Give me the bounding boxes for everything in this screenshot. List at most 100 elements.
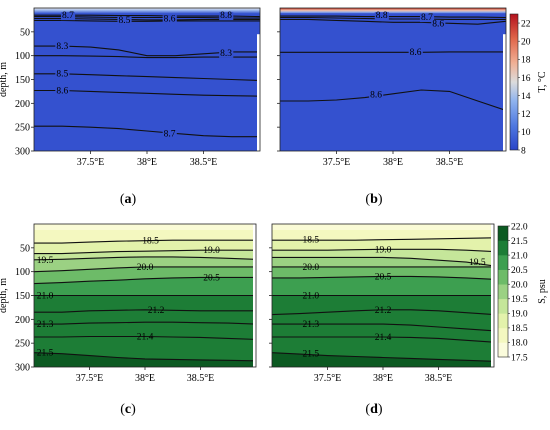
contour-label: 8.3 [220, 49, 232, 59]
contour-label: 8.5 [118, 16, 130, 26]
plot-area [34, 224, 256, 367]
salinity-band [34, 352, 256, 367]
colorbar-segment [498, 313, 508, 329]
contour-line [272, 248, 494, 253]
contour-line [272, 323, 494, 332]
salinity-band [272, 295, 494, 315]
salinity-band [34, 309, 256, 325]
contour-label: 8.6 [370, 90, 382, 100]
plot-area [280, 8, 506, 151]
contour-line [272, 309, 494, 316]
colorbar-label: S, psu [537, 279, 548, 303]
panel-a: 8.7 8.5 8.6 8.8 8.3 8.3 8.5 8.6 8.7 37.5°E 38°E 38.… [0, 7, 261, 207]
y-tick-label: 250 [15, 123, 30, 134]
field-background [280, 8, 506, 151]
contour-label-bg [55, 87, 70, 96]
colorbar-tick-label: 8 [521, 146, 526, 156]
colorbar: 17.5 18.0 18.5 19.0 19.5 20.0 20.5 21.0 21.5 22.0… [497, 222, 548, 363]
contour-label-bg [55, 43, 70, 52]
contour-label: 20.5 [375, 272, 392, 282]
colorbar-segment [498, 240, 508, 256]
contour-label: 21.5 [37, 349, 54, 359]
salinity-band [34, 322, 256, 340]
salinity-band [272, 324, 494, 343]
data-gap [257, 34, 260, 151]
contour-label: 19.5 [37, 256, 54, 266]
x-tick-label: 38°E [135, 373, 155, 384]
salinity-band [272, 352, 494, 367]
colorbar-tick-label: 12 [521, 110, 531, 120]
contour-line [272, 256, 494, 267]
y-axis-label: depth, m [0, 62, 9, 97]
surface-layer [272, 224, 494, 230]
contour-label: 8.7 [421, 13, 433, 23]
contour-label-bg [219, 49, 234, 58]
colorbar-scale [509, 13, 519, 151]
contour-label: 20.5 [203, 273, 220, 283]
x-tick-label: 37.5°E [76, 373, 104, 384]
salinity-band [272, 249, 494, 266]
salinity-band [272, 309, 494, 331]
contour-line [34, 276, 256, 285]
contour-label: 19.0 [203, 246, 220, 256]
contour-label: 8.5 [56, 69, 68, 79]
colorbar-tick-label: 19.0 [511, 310, 528, 320]
contour-label-bg [219, 12, 234, 21]
panel-c: 18.5 19.0 19.5 20.0 20.5 21.0 21.2 21.3 21.4 21.5… [0, 223, 257, 417]
salinity-band [272, 266, 494, 280]
contour-line [34, 335, 256, 340]
data-gap [491, 224, 494, 367]
contour-line [272, 352, 494, 362]
panel-letter: d [370, 402, 378, 417]
x-tick-label: 38°E [383, 157, 403, 168]
contour-label: 19.0 [375, 245, 392, 255]
colorbar-tick-label: 20 [521, 38, 531, 48]
contour-label: 8.6 [164, 14, 176, 24]
x-tick-label: 37.5°E [77, 157, 105, 168]
contour-line [34, 125, 260, 138]
panel-letter: b [370, 192, 378, 207]
contour-label: 18.5 [142, 237, 159, 247]
salinity-band [272, 237, 494, 252]
contour-label: 8.3 [56, 42, 68, 52]
contour-label-bg [374, 12, 389, 21]
colorbar-tick-label: 19.5 [511, 295, 528, 305]
contour-label: 20.0 [137, 263, 154, 273]
contour-label: 19.5 [469, 258, 486, 268]
salinity-band [34, 277, 256, 296]
contour-line [34, 256, 256, 261]
panel-b: 8.8 8.78.68.68.637.5°E 38°E 38.5°E810121416… [277, 7, 548, 207]
x-tick-label: 38°E [373, 373, 393, 384]
contour-label-bg [162, 130, 177, 139]
x-tick-label: 38.5°E [190, 157, 218, 168]
contour-label: 8.6 [410, 48, 422, 58]
contour-label: 8.7 [164, 129, 176, 139]
contour-label: 21.0 [37, 292, 54, 302]
contour-line [272, 336, 494, 343]
y-axis-label: depth, m [0, 278, 9, 313]
x-tick-label: 38.5°E [436, 157, 464, 168]
contour-line [280, 16, 506, 20]
colorbar-segment [498, 342, 508, 358]
colorbar-segment [498, 255, 508, 270]
contour-label: 8.7 [62, 11, 74, 21]
contour-label-bg [162, 15, 177, 24]
panel-d: 18.5 19.0 19.5 20.0 20.5 21.0 21.2 21.3 21.4 21.5… [269, 222, 548, 417]
surface-warm-layer [34, 8, 260, 14]
colorbar-tick-label: 14 [521, 92, 531, 102]
contour-line [34, 89, 260, 97]
contour-label: 21.2 [375, 306, 392, 316]
plot-area [34, 8, 260, 151]
contour-label: 21.4 [375, 333, 392, 343]
contour-label: 21.3 [303, 320, 320, 330]
surface-layer [34, 224, 256, 230]
salinity-band [34, 295, 256, 313]
colorbar-segment [498, 327, 508, 343]
salinity-band [34, 256, 256, 272]
contour-label: 21.4 [137, 332, 154, 342]
y-tick-label: 50 [20, 243, 30, 254]
contour-label: 8.6 [432, 19, 444, 29]
contour-label: 8.8 [376, 11, 388, 21]
y-tick-label: 200 [15, 315, 30, 326]
